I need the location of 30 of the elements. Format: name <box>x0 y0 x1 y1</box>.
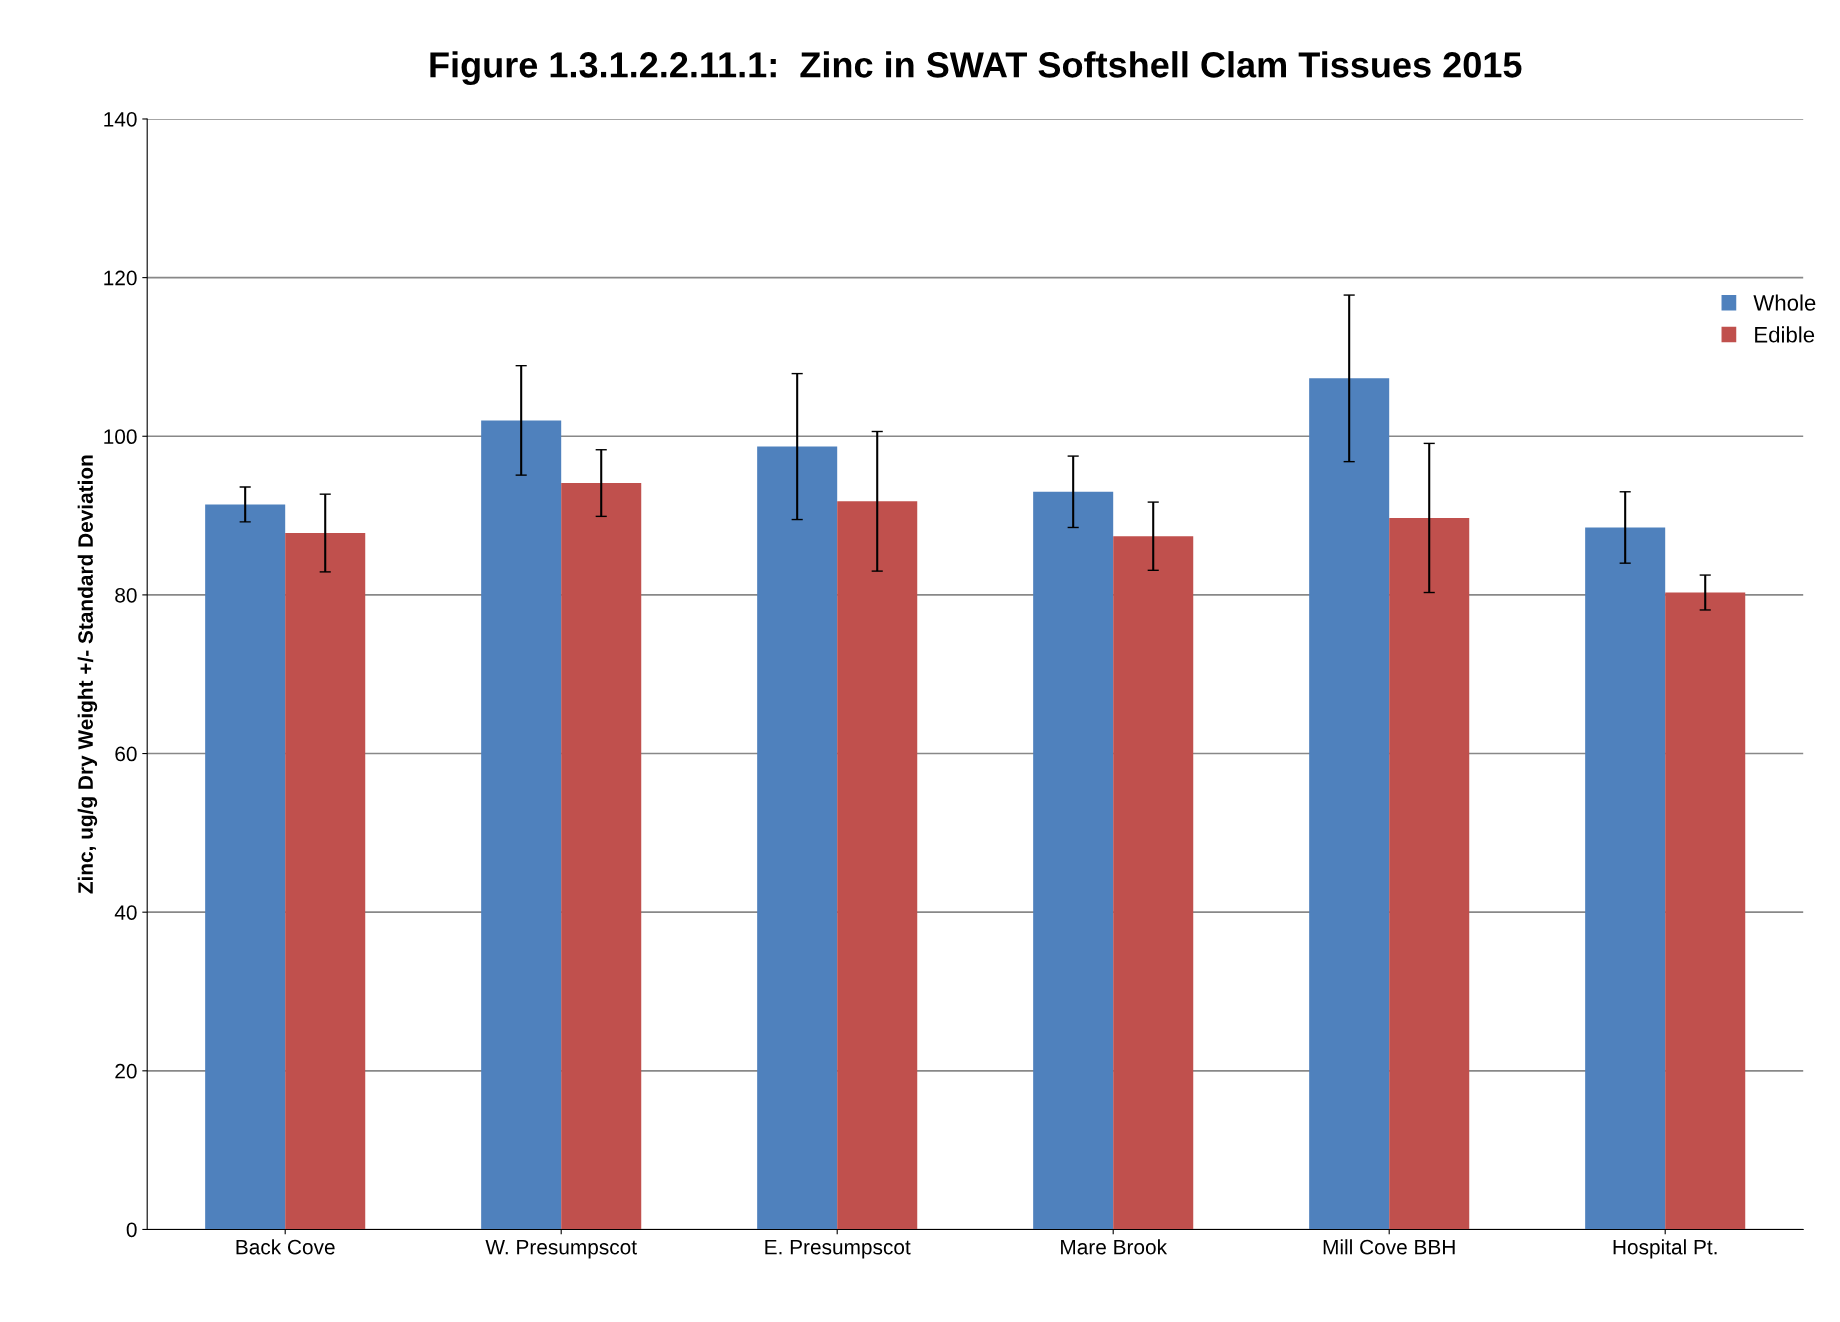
y-tick-label: 20 <box>115 1063 137 1079</box>
y-tick-label: 100 <box>104 429 137 445</box>
bar <box>757 446 838 1230</box>
y-tick-label: 40 <box>114 905 137 920</box>
legend-label: Edible <box>1755 326 1815 343</box>
bar <box>285 533 366 1230</box>
y-axis-title: Zinc, ug/g Dry Weight +/- Standard Deviation <box>77 455 98 894</box>
bar <box>1309 378 1390 1230</box>
bar <box>1389 517 1470 1230</box>
x-tick-label: Hospital Pt. <box>1613 1239 1717 1259</box>
legend-label: Whole <box>1753 294 1816 311</box>
x-tick-label: E. Presumpscot <box>765 1239 911 1259</box>
bar <box>837 501 918 1230</box>
y-tick-label: 140 <box>104 111 137 127</box>
y-tick-label: 0 <box>126 1222 137 1238</box>
y-tick-label: 60 <box>115 746 137 762</box>
bar <box>1113 536 1194 1230</box>
bar <box>1665 592 1746 1230</box>
y-tick-label: 80 <box>115 587 137 603</box>
x-tick-label: Mill Cove BBH <box>1323 1239 1455 1255</box>
bar <box>481 420 562 1230</box>
x-tick-label: W. Presumpscot <box>485 1239 637 1259</box>
bar <box>205 504 286 1230</box>
x-tick-label: Mare Brook <box>1061 1239 1168 1255</box>
bar <box>1033 491 1114 1230</box>
x-tick-label: Back Cove <box>236 1239 335 1255</box>
bar <box>1585 527 1666 1230</box>
bar <box>561 483 642 1230</box>
chart-title: Figure 1.3.1.2.2.11.1: Zinc in SWAT Softshell Clam Tissues 2015 <box>430 51 1522 85</box>
y-tick-label: 120 <box>104 270 137 286</box>
